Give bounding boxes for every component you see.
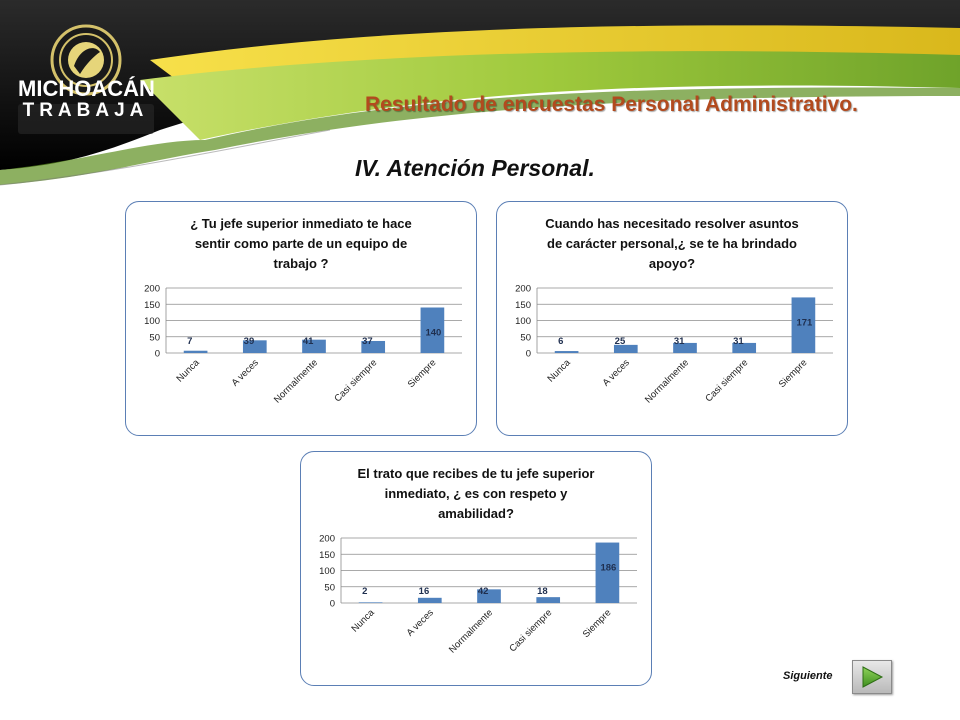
chart-title: ¿ Tu jefe superior inmediato te hace sen… — [146, 214, 456, 274]
data-label: 2 — [362, 586, 367, 597]
y-tick-label: 100 — [144, 316, 160, 327]
chart-title-line: trabajo ? — [273, 256, 329, 271]
category-label: Nunca — [546, 357, 574, 385]
bar-chart-team: 0 50 100 150 200 7 Nunca 39 A veces 41 Normalmente… — [144, 284, 462, 405]
category-label: Normalmente — [272, 357, 320, 405]
data-label: 140 — [425, 328, 441, 339]
bar — [595, 542, 620, 603]
y-tick-label: 150 — [515, 300, 531, 311]
category-label: A veces — [405, 607, 436, 638]
y-tick-label: 100 — [515, 316, 531, 327]
data-label: 7 — [187, 336, 192, 347]
chart-title-line: El trato que recibes de tu jefe superior — [357, 466, 595, 481]
bar — [477, 589, 501, 603]
y-tick-label: 0 — [526, 349, 531, 360]
data-label: 31 — [733, 336, 744, 347]
chart-panel-team: ¿ Tu jefe superior inmediato te hace sen… — [125, 201, 477, 436]
chart-title-line: de carácter personal,¿ se te ha brindado — [547, 236, 797, 251]
bar — [536, 597, 561, 603]
y-tick-label: 100 — [319, 566, 335, 577]
data-label: 186 — [600, 563, 616, 574]
chart-title: Cuando has necesitado resolver asuntos d… — [517, 214, 827, 274]
y-tick-label: 150 — [319, 550, 335, 561]
data-label: 16 — [419, 586, 430, 597]
data-label: 42 — [478, 586, 489, 597]
page-title: Resultado de encuestas Personal Administ… — [365, 93, 858, 116]
chart-title-line: Cuando has necesitado resolver asuntos — [545, 216, 799, 231]
category-label: Normalmente — [643, 357, 691, 405]
bar-chart-personal-support: 0 50 100 150 200 6 Nunca 25 A veces 31 Normalmente… — [515, 284, 833, 405]
bar — [554, 351, 579, 353]
chart-title-line: apoyo? — [648, 256, 696, 271]
data-label: 39 — [244, 336, 255, 347]
bar — [183, 350, 208, 353]
category-label: Normalmente — [447, 607, 495, 655]
data-label: 37 — [362, 336, 373, 347]
category-label: Casi siempre — [507, 607, 554, 654]
bar — [242, 340, 267, 353]
category-label: A veces — [601, 357, 632, 388]
category-label: Casi siempre — [703, 357, 750, 404]
header-banner — [0, 0, 960, 186]
y-tick-label: 200 — [515, 284, 531, 295]
category-label: Nunca — [175, 357, 203, 385]
next-button[interactable] — [852, 660, 892, 694]
data-label: 31 — [674, 336, 685, 347]
category-label: Nunca — [350, 607, 378, 635]
play-arrow-icon — [862, 666, 884, 688]
bar — [673, 342, 697, 353]
bar — [417, 597, 442, 603]
section-title: IV. Atención Personal. — [355, 155, 595, 181]
bar — [302, 339, 326, 353]
bar — [732, 342, 757, 353]
chart-title-line: amabilidad? — [438, 506, 514, 521]
chart-title-line: inmediato, ¿ es con respeto y — [384, 486, 568, 501]
logo-text-trabaja: TRABAJA — [22, 100, 149, 121]
chart-panel-respect: El trato que recibes de tu jefe superior… — [300, 451, 652, 686]
bar — [791, 297, 816, 353]
y-tick-label: 150 — [144, 300, 160, 311]
data-label: 6 — [558, 336, 563, 347]
y-tick-label: 200 — [319, 534, 335, 545]
y-tick-label: 0 — [330, 599, 335, 610]
y-tick-label: 200 — [144, 284, 160, 295]
michoacan-logo — [18, 24, 154, 134]
next-label[interactable]: Siguiente — [783, 670, 833, 682]
bar — [358, 602, 383, 603]
bar — [613, 344, 638, 353]
bar-chart-respect: 0 50 100 150 200 2 Nunca 16 A veces 42 Normalmente… — [319, 534, 637, 655]
logo-text-michoacan: MICHOACÁN — [18, 76, 155, 101]
chart-title: El trato que recibes de tu jefe superior… — [321, 464, 631, 524]
bar — [420, 307, 445, 353]
chart-panel-personal-support: Cuando has necesitado resolver asuntos d… — [496, 201, 848, 436]
chart-title-line: ¿ Tu jefe superior inmediato te hace — [190, 216, 412, 231]
category-label: Siempre — [406, 357, 439, 390]
data-label: 25 — [615, 336, 626, 347]
bar — [361, 340, 386, 353]
y-tick-label: 50 — [520, 332, 531, 343]
category-label: A veces — [230, 357, 261, 388]
category-label: Siempre — [581, 607, 614, 640]
chart-title-line: sentir como parte de un equipo de — [194, 236, 408, 251]
category-label: Casi siempre — [332, 357, 379, 404]
data-label: 18 — [537, 586, 548, 597]
category-label: Siempre — [777, 357, 810, 390]
data-label: 171 — [796, 317, 813, 328]
y-tick-label: 0 — [155, 349, 160, 360]
y-tick-label: 50 — [149, 332, 160, 343]
y-tick-label: 50 — [324, 582, 335, 593]
data-label: 41 — [303, 336, 314, 347]
